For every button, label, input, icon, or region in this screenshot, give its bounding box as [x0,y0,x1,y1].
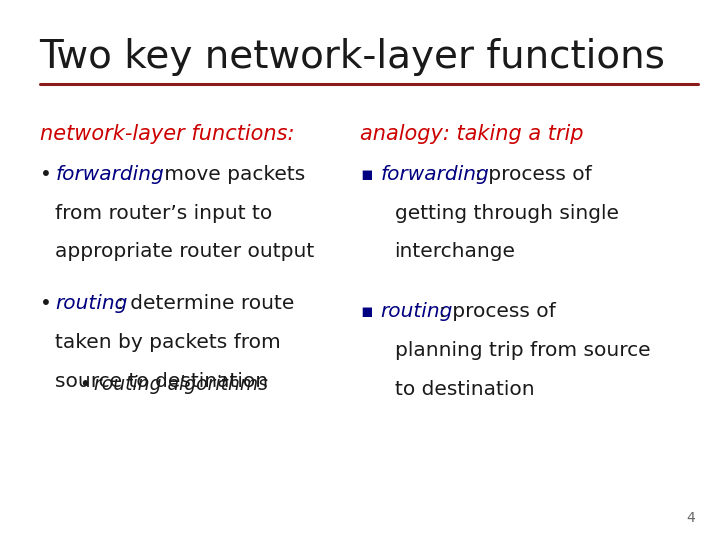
Text: source to destination: source to destination [55,372,269,391]
Text: to destination: to destination [395,380,534,399]
Text: : determine route: : determine route [117,294,294,313]
Text: network-layer functions:: network-layer functions: [40,124,294,144]
Text: routing: routing [380,302,453,321]
Text: getting through single: getting through single [395,204,618,222]
Text: interchange: interchange [395,242,516,261]
Text: taken by packets from: taken by packets from [55,333,282,352]
Text: •: • [40,294,51,313]
Text: analogy: taking a trip: analogy: taking a trip [360,124,583,144]
Text: Two key network-layer functions: Two key network-layer functions [40,38,665,76]
Text: : process of: : process of [475,165,592,184]
Text: 4: 4 [686,511,695,525]
Text: routing: routing [55,294,128,313]
Text: ▪: ▪ [360,302,373,321]
Text: : process of: : process of [439,302,556,321]
Text: planning trip from source: planning trip from source [395,341,650,360]
Text: •: • [79,375,90,394]
Text: from router’s input to: from router’s input to [55,204,273,222]
Text: appropriate router output: appropriate router output [55,242,315,261]
Text: : move packets: : move packets [151,165,305,184]
Text: ▪: ▪ [360,165,373,184]
Text: routing algorithms: routing algorithms [94,375,267,394]
Text: forwarding: forwarding [380,165,489,184]
Text: •: • [40,165,51,184]
Text: forwarding: forwarding [55,165,164,184]
